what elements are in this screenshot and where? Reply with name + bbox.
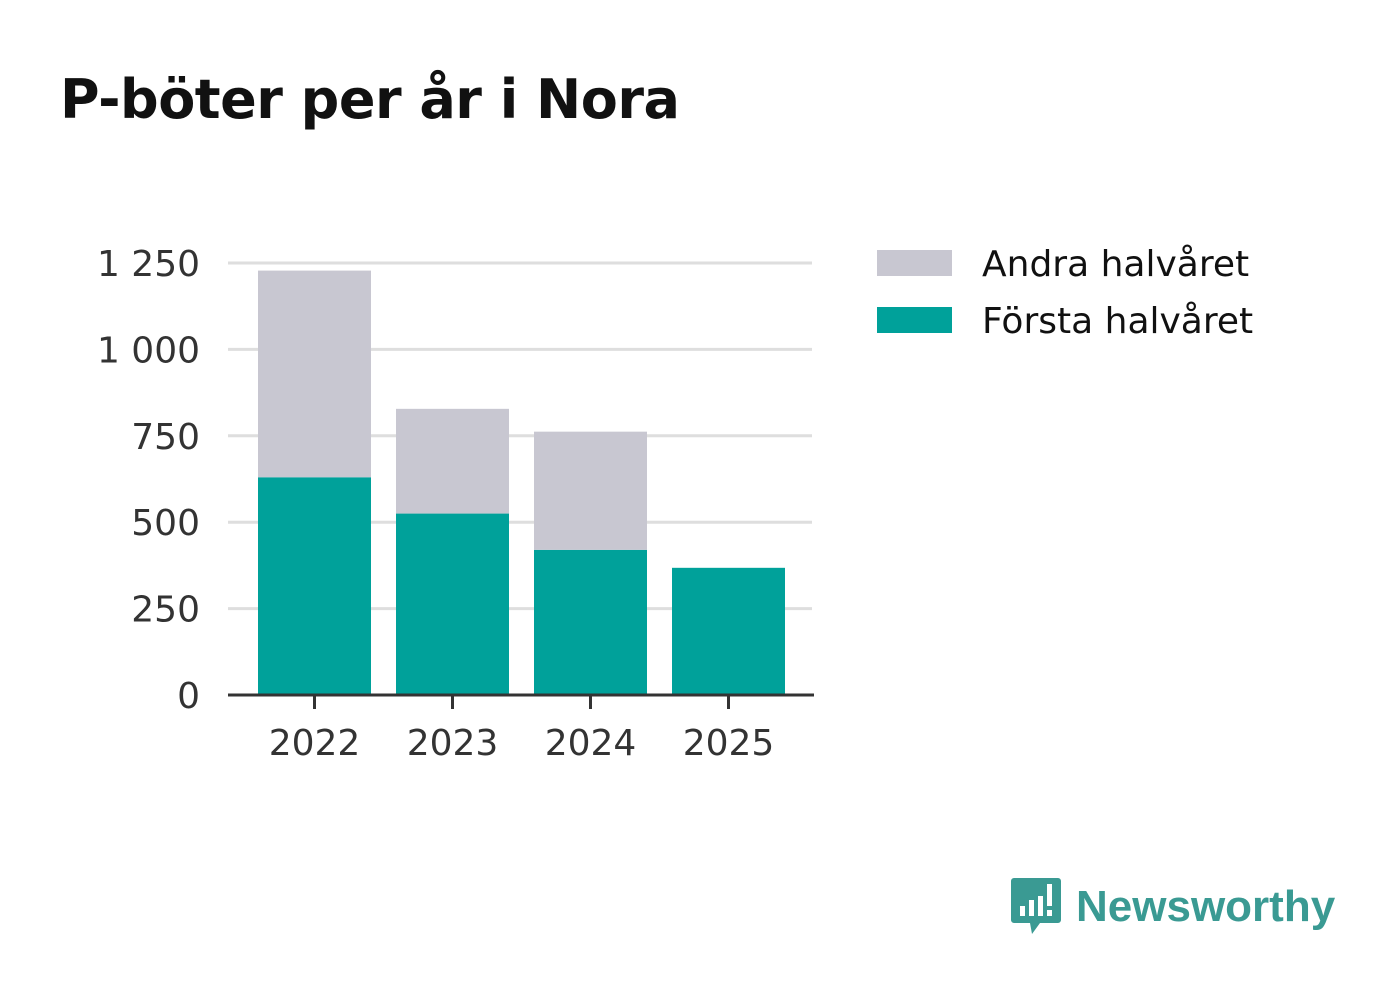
y-tick-label: 750 — [131, 417, 200, 458]
y-tick-label: 250 — [131, 590, 200, 631]
y-tick-label: 1 000 — [97, 330, 200, 371]
y-axis: 0 250 500 750 1 000 1 250 — [97, 244, 200, 717]
brand: Newsworthy — [1010, 876, 1335, 938]
legend: Andra halvåret Första halvåret — [877, 244, 1253, 342]
x-tick-label: 2023 — [407, 723, 499, 764]
bar-2022-första-halvåret — [258, 477, 371, 695]
bar-2023-andra-halvåret — [396, 408, 509, 514]
bar-2025-första-halvåret — [672, 567, 785, 695]
chart-title: P-böter per år i Nora — [60, 68, 680, 131]
bars — [258, 270, 785, 695]
bar-2024-andra-halvåret — [534, 431, 647, 550]
legend-swatch — [877, 250, 952, 276]
brand-name: Newsworthy — [1076, 882, 1336, 931]
legend-swatch — [877, 307, 952, 333]
newsworthy-logo-icon — [1011, 878, 1061, 934]
legend-label: Första halvåret — [982, 301, 1253, 342]
x-tick-label: 2024 — [545, 723, 637, 764]
y-tick-label: 500 — [131, 503, 200, 544]
bar-2024-första-halvåret — [534, 549, 647, 695]
x-axis: 2022 2023 2024 2025 — [228, 693, 814, 764]
y-tick-label: 0 — [177, 676, 200, 717]
x-tick-label: 2022 — [269, 723, 361, 764]
bar-2023-första-halvåret — [396, 513, 509, 695]
x-tick-label: 2025 — [683, 723, 775, 764]
bar-2022-andra-halvåret — [258, 270, 371, 478]
y-tick-label: 1 250 — [97, 244, 200, 285]
legend-label: Andra halvåret — [982, 244, 1249, 285]
